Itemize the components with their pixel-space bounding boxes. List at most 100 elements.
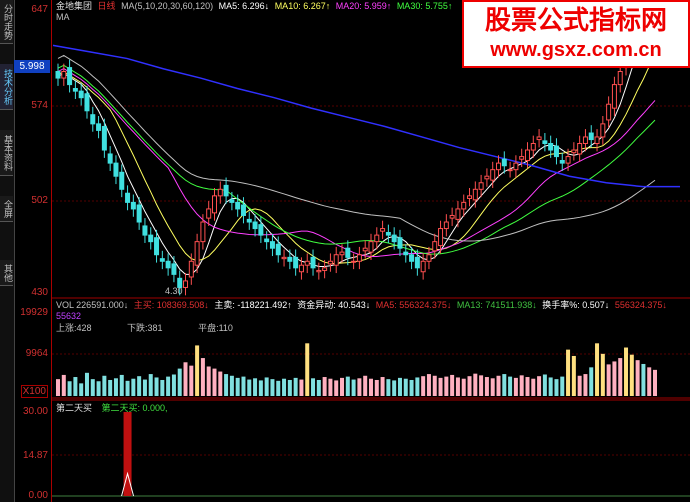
- candle: [165, 260, 171, 269]
- volume-bar: [241, 376, 246, 396]
- volume-bar: [206, 366, 211, 396]
- indicator-value: 第二天买: 0.000,: [101, 403, 168, 413]
- candle: [565, 156, 571, 164]
- volume-bar: [177, 368, 182, 396]
- volume-bar: [653, 369, 657, 396]
- candle: [368, 241, 374, 253]
- volume-bar: [467, 376, 472, 396]
- candle: [61, 71, 67, 79]
- fund-change: 资金异动: 40.543↓: [297, 300, 371, 310]
- candle: [559, 160, 565, 164]
- volume-bar: [334, 380, 339, 396]
- candle: [501, 158, 507, 167]
- candle: [467, 195, 473, 199]
- volume-bar: [305, 343, 310, 396]
- volume-bar: [113, 378, 118, 396]
- candle: [90, 114, 96, 125]
- ma60-line: [57, 54, 656, 242]
- tab-other[interactable]: 其他: [0, 260, 13, 286]
- candle: [438, 228, 444, 247]
- volume-bar: [542, 374, 547, 396]
- ma20-line: [57, 67, 656, 258]
- candle: [432, 241, 438, 252]
- volume-bar: [137, 376, 142, 396]
- candle: [362, 247, 368, 252]
- volume-bar: [142, 379, 147, 396]
- candle: [530, 142, 536, 151]
- volume-bar: [316, 379, 321, 396]
- volume-bar: [293, 377, 298, 396]
- candle: [246, 218, 252, 223]
- stock-name: 金地集团: [56, 1, 93, 11]
- ma120-line: [52, 44, 680, 188]
- candle: [264, 238, 270, 243]
- volume-bar: [212, 368, 217, 396]
- volume-bar: [247, 379, 252, 396]
- candle: [200, 221, 206, 243]
- candle: [206, 208, 212, 219]
- volume-bar: [90, 379, 95, 396]
- watermark-title: 股票公式指标网: [484, 5, 667, 35]
- volume-bar: [322, 377, 327, 396]
- candle: [333, 254, 339, 266]
- volume-bar: [386, 379, 391, 396]
- candle: [449, 214, 455, 219]
- candle: [496, 162, 502, 171]
- ma60-value: MA: [56, 12, 70, 22]
- candle: [125, 192, 131, 203]
- candle: [113, 162, 119, 177]
- volume-bar: [571, 355, 576, 396]
- volume-bar: [61, 374, 66, 396]
- sidebar-tabs: 分时走势 技术分析 基本资料 全屏 其他: [0, 0, 15, 502]
- vol-value: VOL 226591.000↓: [56, 300, 129, 310]
- candle: [397, 237, 403, 249]
- candle: [217, 188, 223, 197]
- candle: [409, 254, 415, 262]
- volume-bar: [566, 349, 571, 396]
- candle: [177, 277, 183, 288]
- tab-fullscreen[interactable]: 全屏: [0, 196, 13, 222]
- candle: [72, 88, 78, 92]
- volume-bar: [131, 378, 136, 396]
- candle: [183, 280, 189, 288]
- volume-bar: [508, 376, 513, 396]
- volume-bar: [264, 377, 269, 396]
- volume-bar: [148, 374, 153, 396]
- candle: [310, 256, 316, 269]
- volume-bar: [490, 378, 495, 396]
- price-tick: 430: [31, 287, 48, 298]
- tab-fundamentals[interactable]: 基本资料: [0, 130, 13, 176]
- candle: [258, 224, 264, 236]
- candle: [420, 260, 426, 273]
- tab-intraday[interactable]: 分时走势: [0, 0, 13, 44]
- volume-bar: [438, 377, 443, 396]
- period[interactable]: 日线: [97, 1, 116, 11]
- candle: [380, 228, 386, 232]
- volume-bar: [461, 378, 466, 396]
- tab-technical[interactable]: 技术分析: [0, 64, 13, 110]
- volume-bar: [600, 353, 605, 396]
- volume-bar: [380, 377, 385, 396]
- candle: [211, 195, 217, 214]
- volume-bar: [125, 380, 130, 396]
- candle: [78, 90, 84, 99]
- volume-bar: [502, 374, 507, 396]
- volume-bar: [479, 375, 484, 396]
- candle: [426, 254, 432, 262]
- turnover: 换手率%: 0.507↓: [542, 300, 610, 310]
- volume-bar: [554, 379, 559, 396]
- candle: [159, 258, 165, 262]
- volume-bar: [537, 376, 542, 396]
- volume-bar: [67, 381, 72, 396]
- volume-bar: [525, 377, 530, 396]
- volume-bar: [409, 379, 414, 396]
- candle: [119, 171, 125, 190]
- volume-bar: [328, 378, 333, 396]
- volume-bar: [450, 374, 455, 396]
- volume-bar: [577, 375, 582, 396]
- volume-bar: [102, 375, 107, 396]
- candle: [519, 156, 525, 160]
- candle: [513, 162, 519, 171]
- volume-bar: [351, 379, 356, 396]
